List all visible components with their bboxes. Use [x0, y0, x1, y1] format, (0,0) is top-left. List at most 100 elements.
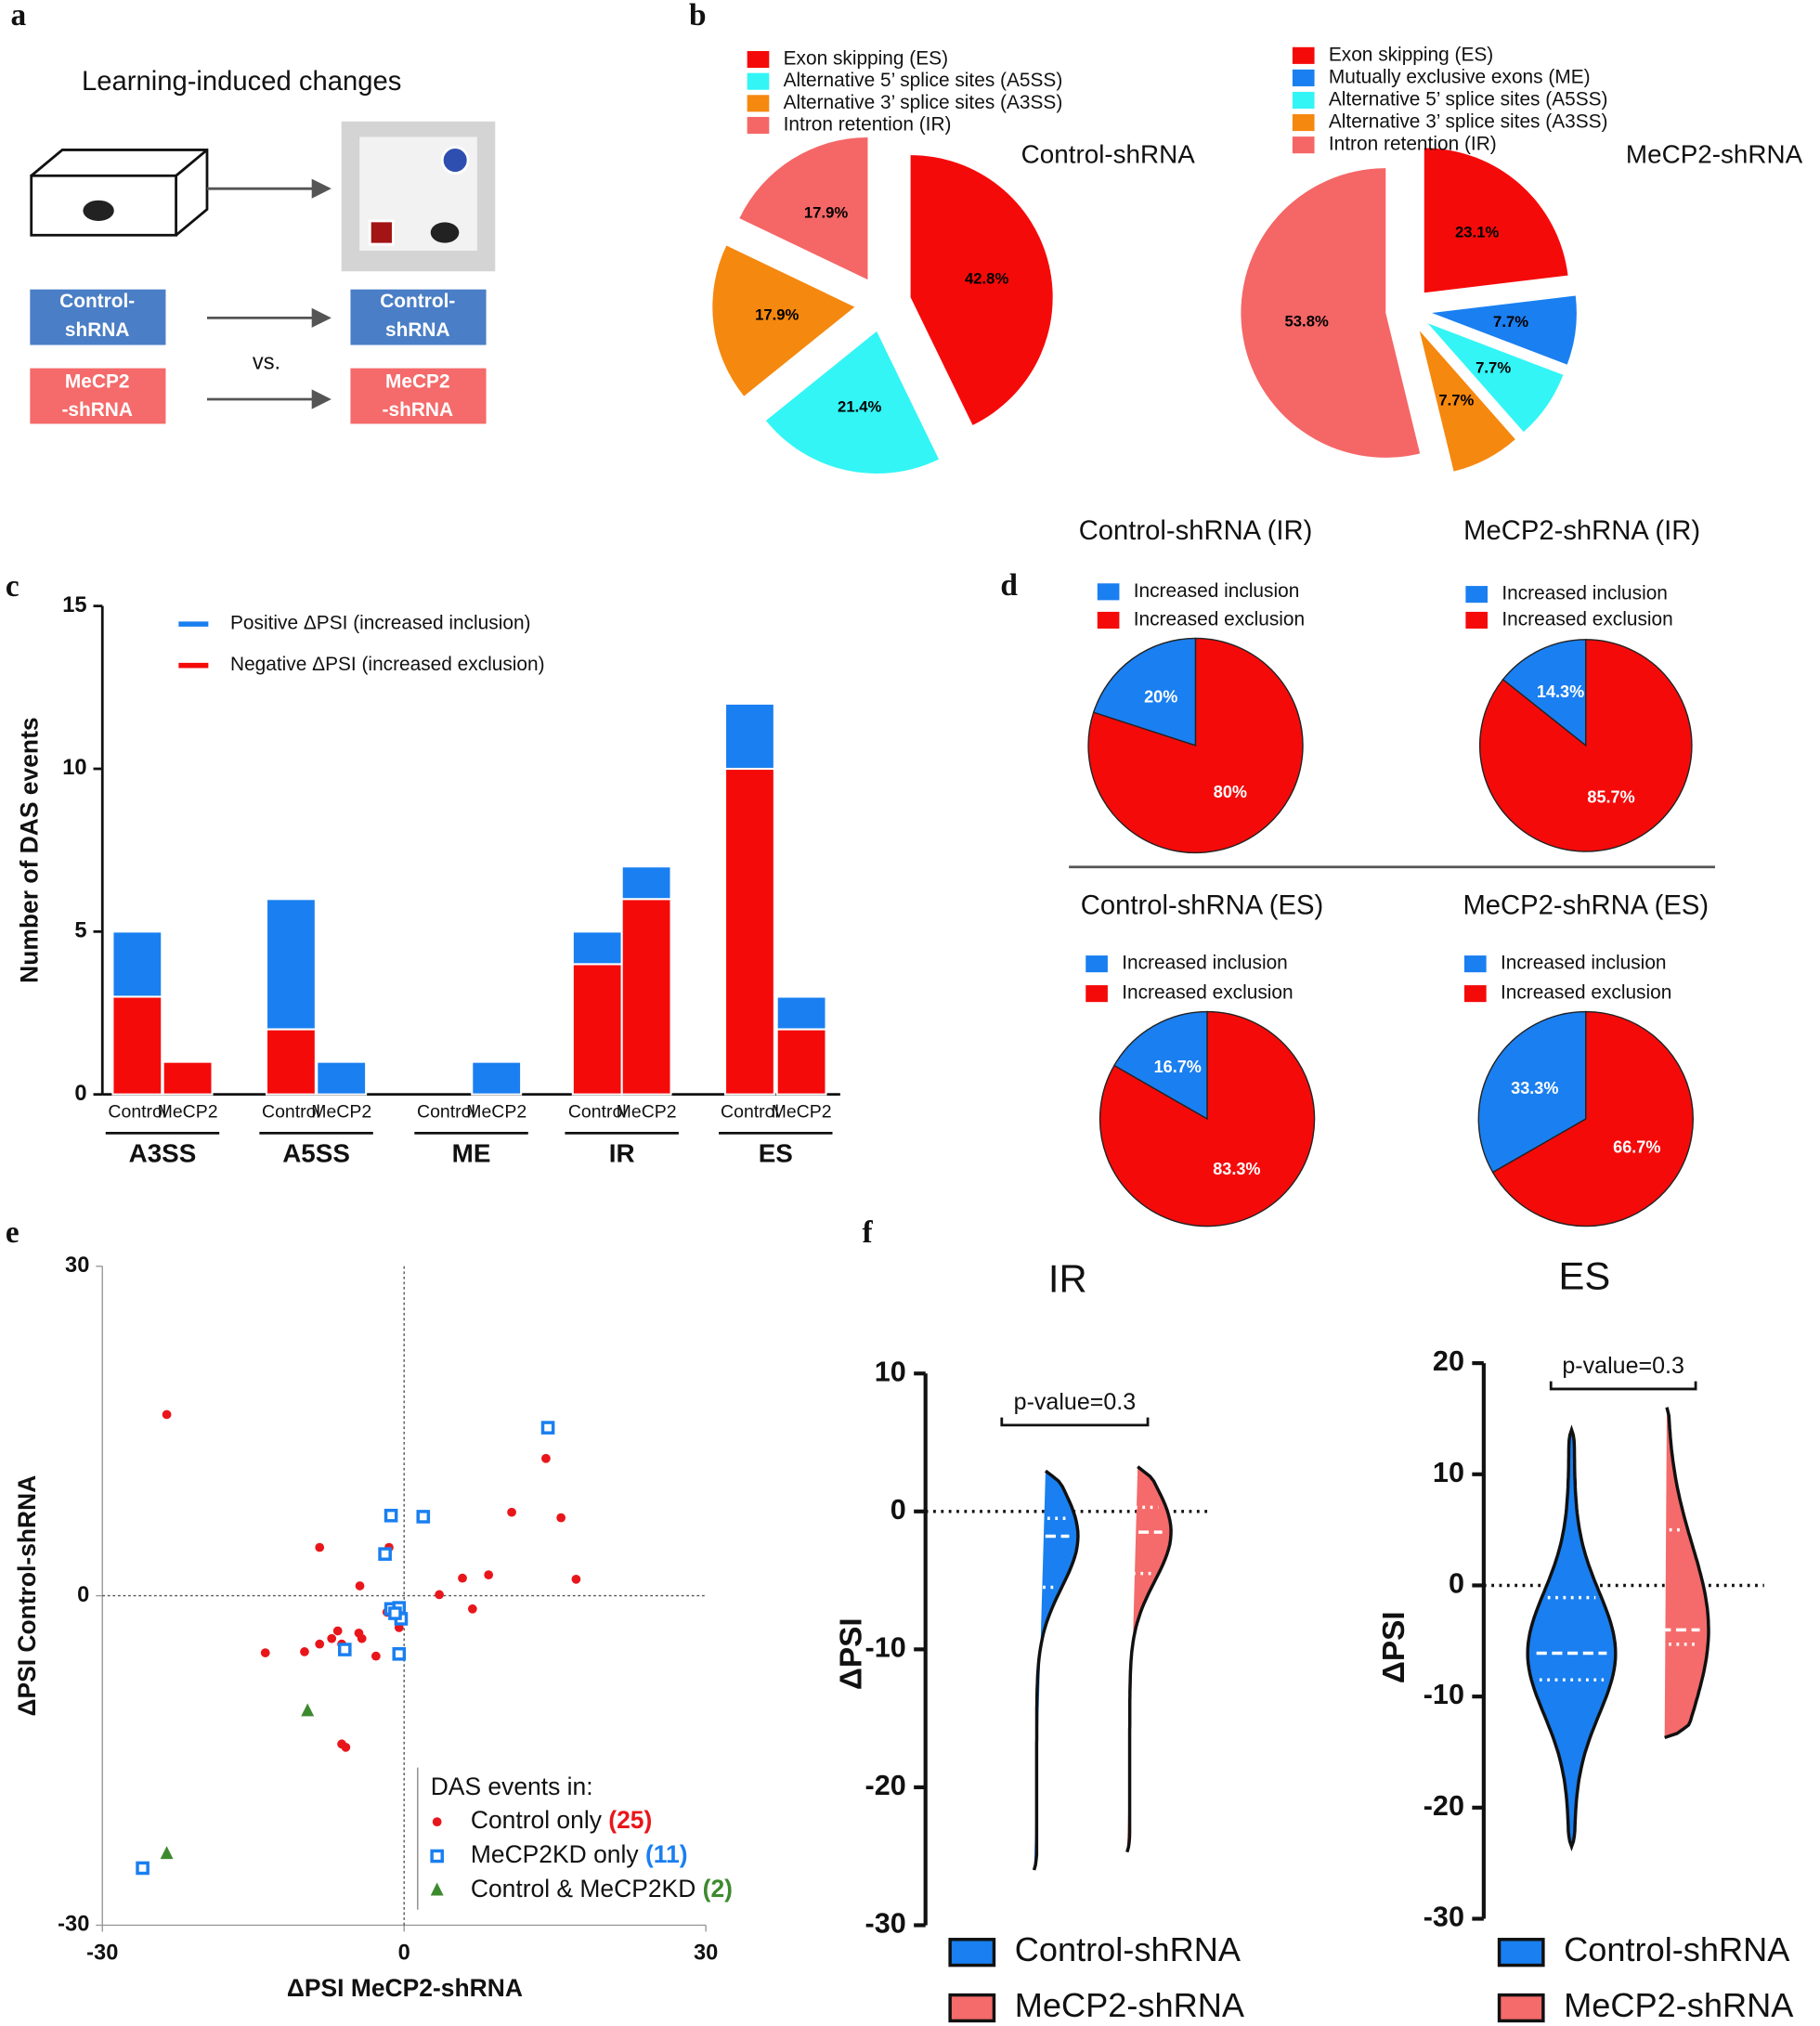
point — [162, 1409, 172, 1420]
box-label: -shRNA — [383, 399, 453, 421]
legend-swatch — [1086, 985, 1108, 1003]
pie-slice — [712, 245, 855, 396]
legend-swatch — [747, 95, 770, 112]
slice-label: 23.1% — [1455, 224, 1499, 241]
panel-letter: e — [6, 1215, 20, 1250]
pie-slice — [1092, 637, 1197, 747]
slice-label: 7.7% — [1493, 313, 1528, 331]
box-label: shRNA — [385, 319, 450, 341]
group-label: IR — [609, 1138, 635, 1167]
point — [301, 1703, 315, 1717]
annotation: p-value=0.3 — [1562, 1353, 1684, 1379]
y-axis-label: ΔPSI — [1377, 1611, 1411, 1683]
y-tick-label: -30 — [58, 1913, 89, 1937]
point — [332, 1626, 343, 1636]
box-label: MeCP2 — [385, 370, 450, 392]
point — [467, 1604, 477, 1614]
legend-label: Increased exclusion — [1501, 982, 1671, 1004]
bar-segment — [265, 1028, 317, 1096]
bar-segment — [620, 898, 672, 1096]
y-tick-label: 30 — [65, 1253, 89, 1278]
bar-segment — [775, 995, 827, 1031]
pie-slice — [1432, 295, 1577, 365]
group-label: A3SS — [129, 1138, 197, 1167]
pie-slice — [1098, 1010, 1316, 1227]
point — [384, 1508, 398, 1523]
point — [354, 1628, 364, 1638]
point — [484, 1570, 494, 1579]
bar-segment — [111, 930, 163, 998]
pie-slice — [1424, 148, 1568, 293]
y-tick-label: 10 — [62, 756, 86, 780]
point — [300, 1647, 309, 1656]
x-tick-label: MeCP2 — [466, 1101, 526, 1122]
legend-swatch — [1292, 91, 1315, 110]
point — [540, 1421, 555, 1435]
legend-count: (2) — [703, 1875, 733, 1903]
bar-segment — [111, 995, 163, 1096]
x-tick-label: 0 — [398, 1941, 410, 1965]
legend-count: (25) — [608, 1806, 652, 1834]
point — [260, 1648, 270, 1657]
box-label: MeCP2 — [65, 370, 130, 392]
panel-letter: c — [6, 569, 20, 604]
point — [571, 1574, 581, 1584]
legend-label: Increased exclusion — [1134, 608, 1305, 630]
legend-swatch — [1497, 1938, 1545, 1968]
legend-count: (11) — [645, 1840, 688, 1868]
pie-slice — [739, 137, 868, 280]
pie-slice — [1241, 168, 1421, 458]
bar-segment — [316, 1060, 368, 1096]
y-axis-label: ΔPSI Control-shRNA — [13, 1475, 41, 1717]
slice-label: 33.3% — [1511, 1079, 1558, 1097]
x-axis-label: ΔPSI MeCP2-shRNA — [287, 1974, 523, 2002]
y-tick-label: -20 — [1424, 1790, 1464, 1822]
y-tick-label: 10 — [875, 1356, 906, 1387]
legend-label: Control only (25) — [471, 1806, 652, 1834]
y-axis-label: Number of DAS events — [16, 717, 44, 982]
legend-label: Control-shRNA — [1564, 1930, 1790, 1968]
box-label: Control- — [59, 291, 135, 312]
y-tick-label: -10 — [1424, 1679, 1464, 1710]
legend-label: MeCP2KD only (11) — [471, 1840, 688, 1868]
x-tick-label: MeCP2 — [617, 1101, 677, 1122]
panel-letter: f — [863, 1215, 874, 1250]
x-tick-label: MeCP2 — [772, 1101, 832, 1122]
bar-segment — [162, 1060, 214, 1096]
pie-title: MeCP2-shRNA (ES) — [1462, 891, 1709, 921]
violin-body — [1664, 1407, 1710, 1740]
legend-label: Exon skipping (ES) — [1329, 44, 1493, 65]
legend-swatch — [1292, 114, 1315, 132]
legend-swatch — [1097, 611, 1120, 630]
y-tick-label: -30 — [865, 1908, 906, 1940]
point — [315, 1639, 325, 1649]
x-tick-label: -30 — [86, 1941, 118, 1965]
legend-label: MeCP2-shRNA — [1015, 1986, 1245, 2024]
point — [160, 1846, 174, 1860]
point — [556, 1513, 566, 1523]
p-bracket — [1000, 1417, 1150, 1427]
chart-title: ES — [1559, 1254, 1611, 1298]
point — [327, 1633, 337, 1643]
pie-title: Control-shRNA (ES) — [1081, 891, 1323, 921]
point — [337, 1643, 352, 1656]
y-tick-label: 0 — [1449, 1568, 1464, 1600]
cage — [30, 149, 209, 237]
legend-label: Alternative 3’ splice sites (A3SS) — [1329, 111, 1608, 133]
slice-label: 7.7% — [1438, 392, 1474, 409]
y-tick-label: -20 — [865, 1770, 906, 1801]
pie-slice — [1427, 323, 1564, 433]
bar-segment — [571, 963, 623, 1096]
y-tick-label: 0 — [74, 1082, 86, 1106]
slice-label: 42.8% — [965, 270, 1008, 288]
y-tick-label: 0 — [77, 1583, 89, 1607]
point — [392, 1646, 407, 1661]
bar-segment — [723, 702, 775, 771]
box-label: -shRNA — [61, 399, 132, 421]
legend-swatch — [948, 1993, 996, 2023]
legend-label: Increased inclusion — [1502, 583, 1668, 604]
vs-label: vs. — [253, 350, 280, 374]
slice-label: 17.9% — [804, 203, 848, 221]
x-tick-label: Control — [721, 1101, 779, 1122]
